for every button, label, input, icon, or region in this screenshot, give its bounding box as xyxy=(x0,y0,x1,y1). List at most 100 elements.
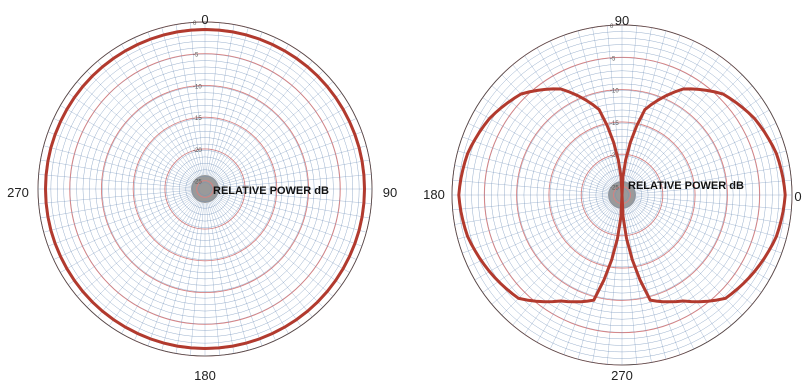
grid-spoke xyxy=(631,204,743,316)
grid-spoke xyxy=(482,202,611,293)
grid-spoke xyxy=(629,206,720,335)
grid-ring xyxy=(198,182,212,196)
radial-tick-label: -20 xyxy=(193,148,202,154)
grid-spoke xyxy=(625,30,667,182)
grid-spoke xyxy=(474,201,611,281)
grid-spoke xyxy=(577,30,619,182)
grid-spoke xyxy=(134,37,200,177)
grid-spoke xyxy=(76,81,195,181)
polar-grid-2 xyxy=(451,24,793,366)
grid-spoke xyxy=(210,201,276,341)
grid-spoke xyxy=(109,52,198,178)
grid-spoke xyxy=(626,208,681,355)
grid-spoke xyxy=(209,202,263,346)
grid-spoke xyxy=(624,208,652,363)
grid-spoke xyxy=(190,202,204,356)
grid-spoke xyxy=(631,74,743,186)
grid-ring-major xyxy=(196,180,214,198)
grid-spoke xyxy=(633,201,770,281)
grid-spoke xyxy=(48,193,192,247)
grid-spoke xyxy=(216,196,342,285)
grid-spoke xyxy=(68,93,194,182)
grid-spoke xyxy=(206,22,220,176)
grid-spoke xyxy=(635,196,792,210)
grid-spoke xyxy=(628,47,708,183)
radial-tick-label: 0 xyxy=(610,24,614,30)
radial-tick-label: 0 xyxy=(193,21,197,27)
grid-spoke xyxy=(97,199,197,318)
grid-spoke xyxy=(48,131,192,185)
grid-spoke xyxy=(218,192,367,233)
grid-spoke xyxy=(550,207,617,350)
grid-spoke xyxy=(175,202,203,354)
grid-spoke xyxy=(215,197,334,297)
grid-spoke xyxy=(577,208,619,360)
grid-spoke xyxy=(214,70,324,180)
grid-spoke xyxy=(635,150,787,192)
grid-spoke xyxy=(467,200,610,267)
grid-ring xyxy=(191,175,219,203)
grid-spoke xyxy=(218,191,370,219)
pattern-trace-1 xyxy=(43,27,367,351)
radial-tick-label: -15 xyxy=(193,116,202,122)
grid-spoke xyxy=(216,93,342,182)
radial-tick-labels-2: 0 -5 -10 -15 -20 -25 xyxy=(610,24,619,192)
grid-spoke xyxy=(217,195,350,273)
grid-spoke xyxy=(629,55,720,184)
radial-tick-label: -10 xyxy=(193,85,202,91)
radial-tick-label: -20 xyxy=(610,153,619,159)
grid-spoke xyxy=(76,197,195,297)
grid-spoke xyxy=(536,47,616,183)
grid-spoke xyxy=(633,109,770,189)
center-label-1: RELATIVE POWER dB xyxy=(213,185,329,197)
grid-spoke xyxy=(212,52,301,178)
grid-spoke xyxy=(467,123,610,190)
grid-spoke xyxy=(524,206,615,335)
grid-spoke xyxy=(218,159,370,187)
grid-spoke xyxy=(86,198,196,308)
grid-spoke xyxy=(632,85,753,187)
grid-spoke xyxy=(592,27,620,182)
radial-tick-label: -5 xyxy=(610,56,616,62)
grid-spoke xyxy=(208,27,249,176)
grid-spoke xyxy=(175,24,203,176)
grid-spoke xyxy=(40,191,192,219)
grid-spoke xyxy=(630,205,732,326)
grid-spoke xyxy=(68,196,194,285)
angle-label-left: 180 xyxy=(423,187,445,202)
grid-spoke xyxy=(633,202,762,293)
grid-spoke xyxy=(627,40,694,183)
grid-spoke xyxy=(635,180,792,194)
radial-tick-label: -25 xyxy=(193,180,202,186)
grid-spoke xyxy=(134,201,200,341)
grid-spoke xyxy=(512,64,614,185)
grid-spoke xyxy=(501,204,613,316)
grid-spoke xyxy=(60,105,193,183)
grid-spoke xyxy=(208,202,249,351)
angle-label-right: 0 xyxy=(794,189,801,204)
angle-label-right: 90 xyxy=(383,185,397,200)
radial-tick-label: -5 xyxy=(193,53,199,59)
grid-spoke xyxy=(147,202,201,346)
grid-spoke xyxy=(592,208,620,363)
grid-spoke xyxy=(207,24,235,176)
grid-spoke xyxy=(563,208,618,355)
grid-spoke xyxy=(454,165,609,193)
grid-spoke xyxy=(109,200,198,326)
grid-spoke xyxy=(97,60,197,179)
grid-spoke xyxy=(635,199,782,254)
angle-label-bottom: 180 xyxy=(194,368,216,381)
grid-spoke xyxy=(536,207,616,343)
grid-spoke xyxy=(53,118,193,184)
grid-spoke xyxy=(161,202,202,351)
grid-spoke xyxy=(211,201,289,334)
grid-spoke xyxy=(214,198,324,308)
radial-tick-label: -10 xyxy=(610,89,619,95)
grid-spoke xyxy=(60,195,193,273)
grid-spoke xyxy=(635,165,790,193)
grid-spoke xyxy=(512,205,614,326)
grid-spoke xyxy=(634,123,777,190)
grid-spoke xyxy=(217,118,357,184)
grid-spoke xyxy=(212,200,301,326)
